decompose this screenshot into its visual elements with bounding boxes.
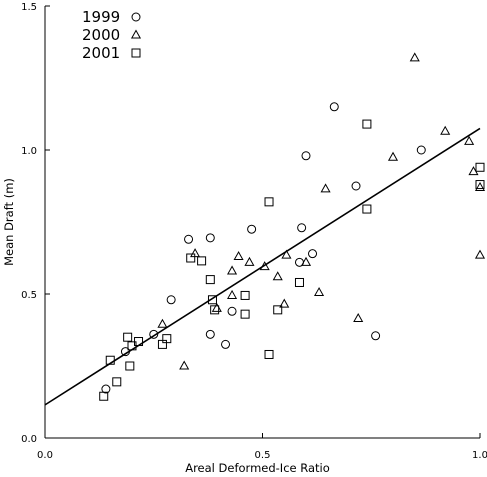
data-point-2001 bbox=[205, 275, 215, 285]
y-tick-label: 1.0 bbox=[21, 146, 37, 157]
y-tick-label: 1.5 bbox=[21, 2, 37, 13]
data-point-2001 bbox=[475, 180, 485, 190]
x-axis-title: Areal Deformed-Ice Ratio bbox=[185, 461, 330, 475]
data-point-2000 bbox=[320, 183, 331, 193]
legend-marker-2001 bbox=[131, 48, 141, 58]
data-point-2000 bbox=[474, 249, 486, 259]
data-point-2001 bbox=[475, 162, 485, 172]
data-point-2001 bbox=[294, 277, 304, 287]
data-point-2000 bbox=[244, 256, 255, 266]
data-point-2000 bbox=[179, 360, 190, 370]
legend-label: 2001 bbox=[82, 44, 120, 62]
data-point-2000 bbox=[157, 318, 168, 328]
data-point-2000 bbox=[226, 289, 238, 299]
data-point-1999 bbox=[371, 331, 381, 341]
data-point-2001 bbox=[362, 119, 372, 129]
data-point-2001 bbox=[264, 197, 274, 207]
x-tick-label: 1.0 bbox=[472, 450, 487, 461]
data-point-1999 bbox=[329, 102, 339, 112]
data-point-2001 bbox=[207, 295, 217, 305]
data-point-1999 bbox=[351, 181, 361, 191]
data-point-2000 bbox=[440, 125, 451, 135]
data-point-2001 bbox=[240, 290, 250, 300]
y-tick-label: 0.0 bbox=[21, 434, 37, 445]
data-point-2000 bbox=[353, 312, 364, 322]
data-point-2001 bbox=[240, 309, 250, 319]
x-tick-label: 0.0 bbox=[37, 450, 53, 461]
data-point-2000 bbox=[409, 52, 420, 62]
data-point-2001 bbox=[125, 361, 135, 371]
data-point-1999 bbox=[308, 249, 318, 259]
data-point-2000 bbox=[300, 256, 312, 266]
data-point-1999 bbox=[149, 329, 159, 339]
data-point-1999 bbox=[205, 329, 215, 339]
data-point-2000 bbox=[313, 287, 325, 297]
legend-marker-1999 bbox=[131, 12, 141, 22]
data-point-1999 bbox=[416, 145, 426, 155]
regression-line bbox=[44, 127, 481, 406]
data-point-2001 bbox=[210, 305, 220, 315]
legend-marker-2000 bbox=[130, 29, 142, 39]
data-point-1999 bbox=[205, 233, 215, 243]
data-point-1999 bbox=[227, 306, 237, 316]
x-tick-label: 0.5 bbox=[255, 450, 271, 461]
data-point-2001 bbox=[162, 334, 172, 344]
y-axis-title: Mean Draft (m) bbox=[2, 178, 16, 266]
data-point-2001 bbox=[186, 253, 196, 263]
data-point-2000 bbox=[211, 302, 222, 312]
data-point-2000 bbox=[387, 151, 399, 161]
data-point-2001 bbox=[197, 256, 207, 266]
data-point-2001 bbox=[123, 332, 133, 342]
data-point-2000 bbox=[233, 251, 244, 261]
legend-label: 1999 bbox=[82, 8, 120, 26]
data-point-2001 bbox=[99, 391, 109, 401]
data-point-2001 bbox=[362, 204, 372, 214]
data-point-2001 bbox=[273, 305, 283, 315]
data-point-1999 bbox=[184, 234, 194, 244]
data-point-2001 bbox=[112, 377, 122, 387]
data-point-1999 bbox=[297, 223, 307, 233]
data-point-1999 bbox=[166, 295, 176, 305]
y-tick-label: 0.5 bbox=[21, 290, 37, 301]
data-point-2000 bbox=[272, 271, 283, 281]
data-point-2001 bbox=[264, 349, 274, 359]
data-point-2000 bbox=[279, 298, 290, 308]
data-point-2000 bbox=[226, 265, 238, 275]
legend-label: 2000 bbox=[82, 26, 120, 44]
data-point-1999 bbox=[101, 384, 111, 394]
data-point-1999 bbox=[301, 151, 311, 161]
data-point-2000 bbox=[464, 135, 475, 145]
data-point-2000 bbox=[474, 181, 486, 191]
data-point-1999 bbox=[221, 339, 231, 349]
data-point-1999 bbox=[247, 224, 257, 234]
data-point-2000 bbox=[281, 249, 292, 259]
